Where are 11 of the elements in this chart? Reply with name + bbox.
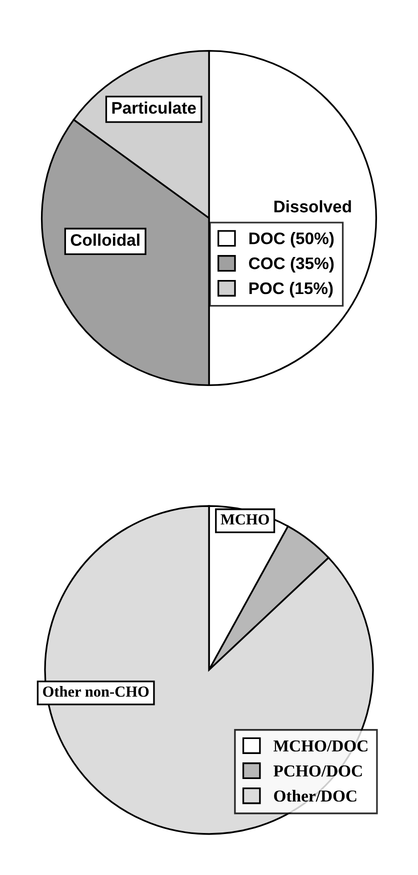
legend-label: COC (35%) [249, 256, 334, 273]
text: MCHO [220, 514, 269, 525]
legend-label: POC (15%) [249, 282, 333, 298]
text: Colloidal [70, 234, 140, 246]
legend-label: PCHO/DOC [274, 765, 362, 777]
legend-label: DOC (50%) [249, 232, 334, 248]
legend-label: MCHO/DOC [274, 740, 368, 752]
text: Particulate [112, 102, 196, 114]
text: Other non-CHO [43, 686, 149, 697]
text: Dissolved [274, 200, 351, 212]
legend-label: Other/DOC [274, 790, 356, 802]
